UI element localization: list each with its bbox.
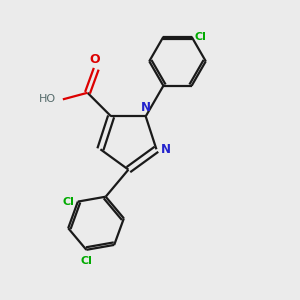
Text: O: O: [89, 53, 100, 66]
Text: Cl: Cl: [80, 256, 92, 266]
Text: Cl: Cl: [62, 196, 74, 207]
Text: N: N: [141, 100, 151, 114]
Text: HO: HO: [39, 94, 56, 104]
Text: Cl: Cl: [195, 32, 207, 42]
Text: N: N: [161, 143, 171, 156]
